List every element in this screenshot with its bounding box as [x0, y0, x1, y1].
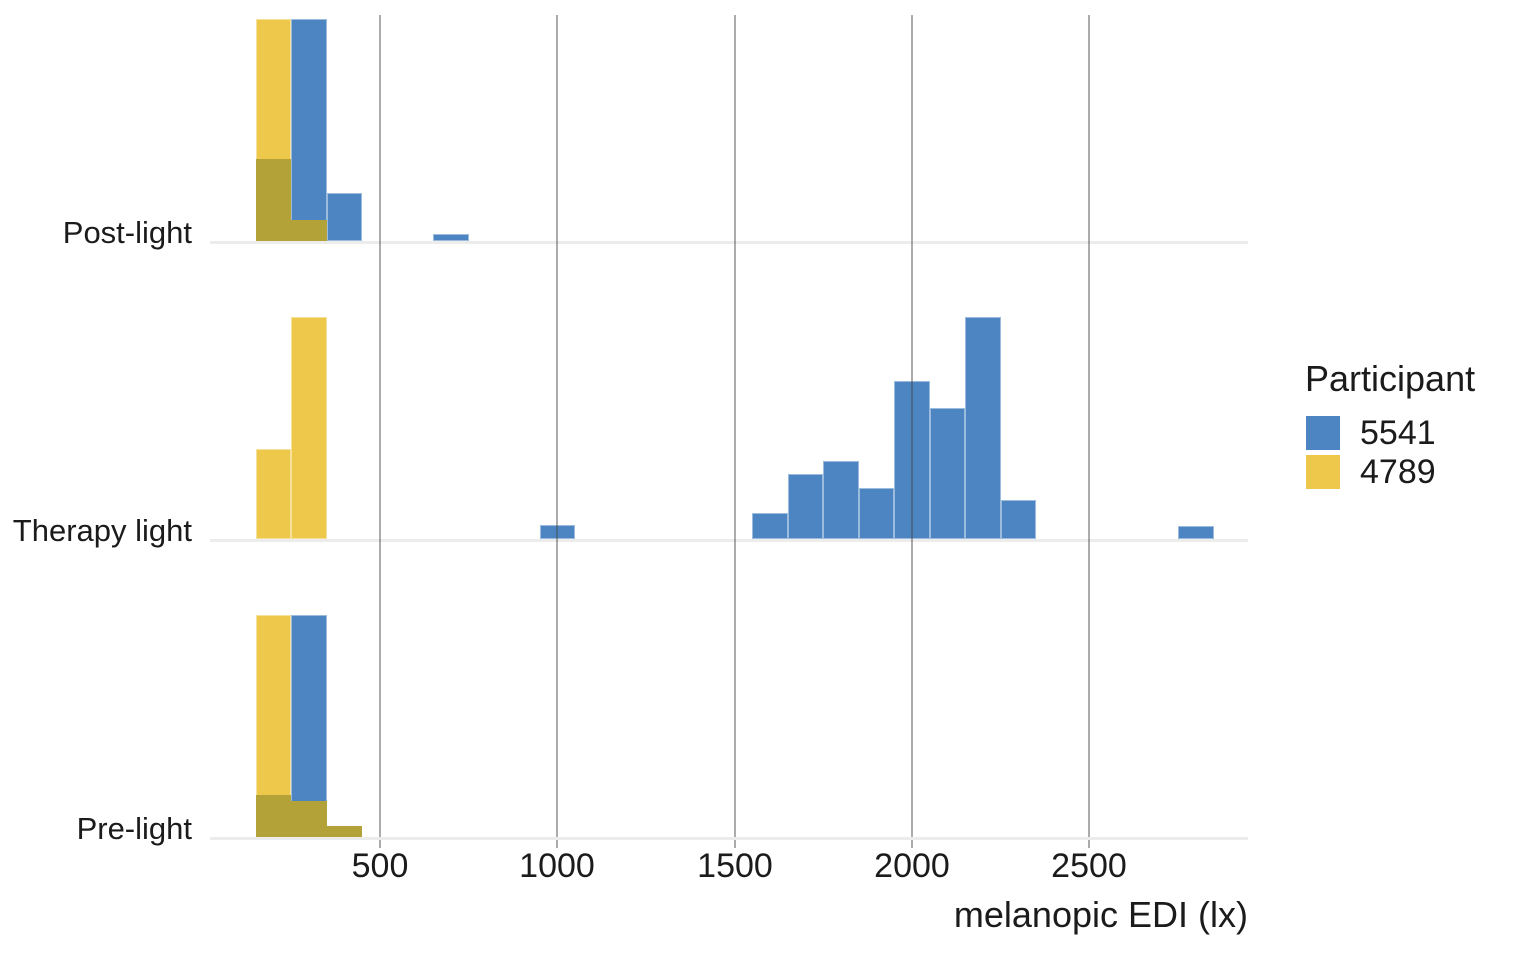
histogram-bar-5541: [894, 381, 930, 539]
histogram-bar-5541: [965, 317, 1001, 539]
facet-label-post-light: Post-light: [62, 215, 192, 250]
gridline-vertical: [733, 15, 736, 837]
facet-label-therapy-light: Therapy light: [12, 513, 192, 548]
x-tick-mark: [1088, 840, 1091, 848]
axis-line: [210, 837, 1248, 840]
histogram-bar-5541: [326, 192, 363, 241]
histogram-overlap: [255, 795, 292, 837]
histogram-bar-5541: [787, 473, 824, 539]
histogram-overlap: [291, 801, 327, 837]
x-axis-title: melanopic EDI (lx): [953, 894, 1248, 935]
histogram-bar-5541: [433, 233, 469, 241]
histogram-bar-4789: [255, 449, 292, 539]
histogram-bar-5541: [752, 513, 788, 539]
facet-label-pre-light: Pre-light: [76, 811, 192, 846]
histogram-overlap: [291, 219, 327, 241]
x-tick-label-1000: 1000: [519, 847, 595, 885]
x-tick-mark: [379, 840, 381, 848]
histogram-bar-5541: [1178, 526, 1214, 539]
x-tick-mark: [911, 840, 913, 848]
histogram-bar-5541: [823, 461, 859, 539]
histogram-overlap: [326, 825, 363, 837]
histogram-bar-5541: [291, 615, 327, 837]
histogram-bar-4789: [291, 317, 327, 539]
gridline-vertical: [1088, 15, 1091, 837]
legend-swatch-4789: [1306, 455, 1340, 489]
legend-swatch-5541: [1306, 416, 1340, 450]
x-tick-label-500: 500: [351, 847, 409, 885]
axis-line: [210, 241, 1248, 244]
histogram-bar-5541: [291, 19, 327, 241]
axis-line: [210, 539, 1248, 542]
gridline-vertical: [911, 15, 913, 837]
histogram-bar-5541: [929, 407, 966, 539]
legend-label-4789: 4789: [1360, 453, 1436, 491]
gridline-vertical: [379, 15, 381, 837]
x-tick-label-2000: 2000: [874, 847, 950, 885]
legend-title: Participant: [1305, 358, 1476, 399]
x-tick-mark: [733, 840, 736, 848]
histogram-bar-5541: [1000, 500, 1037, 539]
histogram-overlap: [255, 159, 292, 241]
histogram-bar-5541: [858, 487, 895, 539]
legend-label-5541: 5541: [1360, 414, 1436, 452]
x-tick-label-1500: 1500: [697, 847, 773, 885]
gridline-vertical: [556, 15, 559, 837]
histogram-bar-5541: [539, 525, 576, 539]
x-tick-label-2500: 2500: [1051, 847, 1127, 885]
x-tick-mark: [556, 840, 559, 848]
